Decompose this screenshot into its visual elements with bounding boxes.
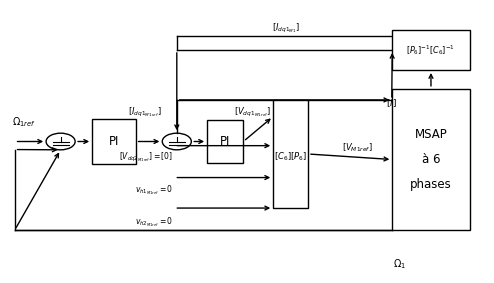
Text: $[V_{M1ref}]$: $[V_{M1ref}]$ bbox=[342, 142, 372, 154]
Text: PI: PI bbox=[220, 135, 230, 148]
FancyBboxPatch shape bbox=[207, 120, 244, 163]
Text: $[I]$: $[I]$ bbox=[386, 97, 397, 109]
Text: $[P_6]^{-1}[C_6]^{-1}$: $[P_6]^{-1}[C_6]^{-1}$ bbox=[407, 43, 455, 57]
Text: $[C_6][P_6]$: $[C_6][P_6]$ bbox=[274, 151, 307, 163]
Text: $[V_{dq2_{M1ref}}] = [0]$: $[V_{dq2_{M1ref}}] = [0]$ bbox=[120, 151, 173, 164]
Text: phases: phases bbox=[410, 178, 452, 191]
Text: $\Omega_1$: $\Omega_1$ bbox=[393, 258, 407, 271]
Text: $[V_{dq1_{M1ref}}]$: $[V_{dq1_{M1ref}}]$ bbox=[234, 106, 271, 119]
Text: à 6: à 6 bbox=[422, 153, 440, 166]
FancyBboxPatch shape bbox=[273, 100, 308, 208]
Text: $\Omega_{1ref}$: $\Omega_{1ref}$ bbox=[12, 115, 37, 129]
FancyBboxPatch shape bbox=[92, 119, 136, 164]
FancyBboxPatch shape bbox=[392, 30, 470, 70]
Text: $v_{h2_{M1ref}} = 0$: $v_{h2_{M1ref}} = 0$ bbox=[135, 215, 173, 229]
Text: PI: PI bbox=[109, 135, 119, 148]
Text: $v_{h1_{M1ref}} = 0$: $v_{h1_{M1ref}} = 0$ bbox=[135, 183, 173, 197]
FancyBboxPatch shape bbox=[392, 89, 470, 230]
Text: MSAP: MSAP bbox=[414, 128, 448, 141]
Text: $[I_{dq1_{M1}}]$: $[I_{dq1_{M1}}]$ bbox=[272, 22, 300, 35]
Text: $[I_{dq1_{M1ref}}]$: $[I_{dq1_{M1ref}}]$ bbox=[128, 106, 162, 119]
